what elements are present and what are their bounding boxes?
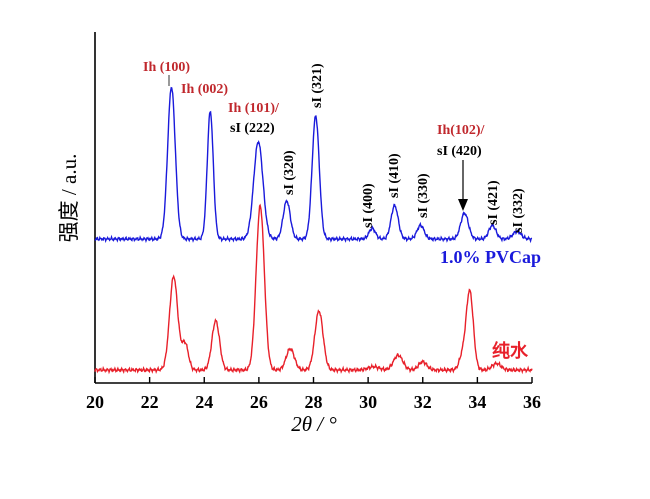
x-tick-label: 36	[523, 392, 541, 412]
annotation-ih-002: Ih (002)	[181, 82, 228, 97]
x-tick-label: 20	[86, 392, 104, 412]
annotation-si-222: sI (222)	[230, 121, 275, 136]
x-tick-label: 24	[195, 392, 213, 412]
x-tick-labels: 20 22 24 26 28 30 32 34 36	[86, 392, 541, 412]
x-tick-label: 30	[359, 392, 377, 412]
annotation-si-320: sI (320)	[282, 150, 297, 195]
x-tick-label: 28	[305, 392, 323, 412]
series-line-pvcap	[94, 86, 533, 244]
annotation-si-332: sI (332)	[511, 188, 526, 233]
annotation-si-420: sI (420)	[437, 144, 482, 159]
x-tick-label: 32	[414, 392, 432, 412]
x-axis-title: 2θ / °	[291, 412, 337, 436]
annotation-si-321: sI (321)	[310, 63, 325, 108]
arrow-head-icon	[458, 199, 468, 211]
annotation-si-400: sI (400)	[361, 183, 376, 228]
annotation-ih-102: Ih(102)/	[437, 123, 486, 138]
x-tick-label: 22	[141, 392, 159, 412]
series-line-water	[94, 203, 533, 375]
annotation-si-330: sI (330)	[416, 173, 431, 218]
x-tick-label: 26	[250, 392, 268, 412]
series-label-water: 纯水	[492, 340, 529, 361]
annotation-ih-100: Ih (100)	[143, 60, 190, 75]
annotation-ih-101: Ih (101)/	[228, 101, 280, 116]
x-ticks	[94, 377, 533, 383]
annotation-si-410: sI (410)	[387, 153, 402, 198]
x-tick-label: 34	[468, 392, 486, 412]
series-label-pvcap: 1.0% PVCap	[440, 247, 541, 267]
y-axis-title: 强度 / a.u.	[57, 154, 81, 243]
annotation-si-421: sI (421)	[486, 180, 501, 225]
